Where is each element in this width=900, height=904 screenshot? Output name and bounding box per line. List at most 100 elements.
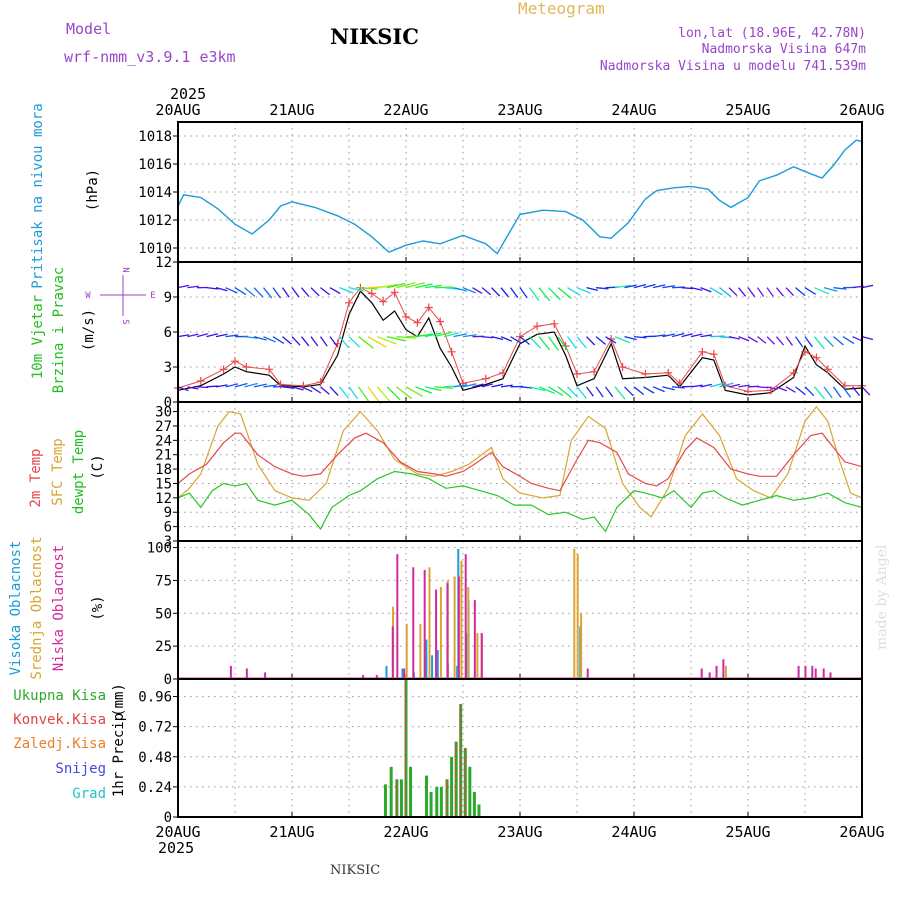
wind-arrow	[644, 387, 655, 393]
wind-arrow	[197, 334, 208, 337]
precip-y-tick-label: 0.96	[138, 690, 172, 706]
wind-arrow	[340, 387, 349, 399]
temperature-y-tick-label: 6	[164, 520, 172, 536]
cloud-bar	[580, 613, 582, 679]
wind-arrow	[482, 288, 491, 295]
wind-arrow	[302, 337, 309, 346]
cloud-bar	[385, 666, 387, 679]
cloud-bar	[722, 659, 724, 679]
year-bottom: 2025	[158, 839, 194, 857]
cloud-bar	[412, 567, 414, 679]
wind-arrow	[511, 288, 518, 298]
wind-arrow	[292, 337, 300, 345]
wind-arrow	[520, 288, 527, 298]
temp-unit: (C)	[90, 454, 106, 479]
cloud-bar	[396, 554, 398, 679]
cloud-bar	[804, 666, 806, 679]
wind-arrow	[796, 288, 806, 296]
precip-total-bar	[450, 757, 453, 817]
compass-east: E	[150, 291, 155, 301]
cloud-bar	[725, 666, 727, 679]
x-tick-bottom-21aug: 21AUG	[269, 823, 314, 841]
pressure-y-tick-label: 1014	[138, 185, 172, 201]
model-label: Model	[66, 20, 111, 38]
temperature-y-tick-label: 21	[155, 448, 172, 464]
wind-arrow	[834, 337, 844, 345]
wind-arrow	[330, 387, 338, 396]
precip-total-bar	[390, 767, 393, 817]
lonlat-label: lon,lat (18.96E, 42.78N)	[678, 26, 866, 41]
wind-arrow	[862, 387, 870, 395]
compass-south: S	[120, 319, 130, 324]
precip-legend-conv: Konvek.Kisa	[13, 712, 106, 728]
wind-arrow	[720, 288, 731, 297]
wind-y-tick-label: 9	[164, 290, 172, 306]
wind-arrow	[786, 288, 794, 296]
wind-arrow	[596, 387, 603, 397]
x-tick-bottom-26aug: 26AUG	[839, 823, 884, 841]
x-tick-bottom-23aug: 23AUG	[497, 823, 542, 841]
cloud-ylabel-3: Niska Oblacnost	[51, 545, 67, 671]
cloud-bar	[429, 567, 431, 679]
wind-arrow	[188, 286, 199, 287]
wind-arrow	[739, 288, 746, 297]
wind-arrow	[349, 387, 358, 399]
cloud-bar	[403, 668, 405, 679]
cloud-bar	[230, 666, 232, 679]
precip-total-bar	[473, 792, 476, 817]
wind-y-tick-label: 3	[164, 360, 172, 376]
cloud-ylabel: Visoka Oblacnost	[8, 541, 24, 676]
wind-ylabel-2: Brzina i Pravac	[51, 267, 67, 393]
wind-arrow	[549, 288, 561, 300]
wind-arrow	[577, 337, 586, 348]
cloud-unit: (%)	[90, 595, 106, 620]
wind-arrow	[349, 337, 360, 347]
precip-y-tick-label: 0.72	[138, 720, 172, 736]
wind-arrow	[796, 337, 803, 347]
panel-precip: 00.240.480.720.96	[138, 679, 862, 826]
gust-marker	[710, 350, 718, 358]
precip-legend-total: Ukupna Kisa	[13, 688, 106, 704]
gust-marker	[698, 348, 706, 356]
temp-ylabel: 2m Temp	[28, 448, 44, 507]
wind-arrow	[596, 337, 606, 345]
wind-arrow	[824, 337, 834, 347]
wind-arrow	[178, 335, 189, 337]
clouds-y-tick-label: 100	[147, 541, 172, 557]
cloud-bar	[435, 590, 437, 679]
elevation-label: Nadmorska Visina 647m	[702, 42, 867, 57]
cloud-bar	[392, 626, 394, 679]
product-title: Meteogram	[518, 0, 605, 18]
cloud-bar	[798, 666, 800, 679]
wind-arrow	[758, 288, 764, 297]
wind-arrow	[805, 337, 812, 347]
wind-arrow	[587, 387, 594, 396]
x-tick-bottom-25aug: 25AUG	[725, 823, 770, 841]
precip-unit: (mm)	[111, 683, 127, 717]
temperature-y-tick-label: 18	[155, 462, 172, 478]
pressure-y-tick-label: 1012	[138, 213, 172, 229]
temp-ylabel-3: dewpt Temp	[71, 430, 87, 514]
temp-ylabel-2: SFC Temp	[50, 438, 66, 505]
cloud-bar	[246, 668, 248, 679]
wind-arrow	[273, 288, 280, 298]
2m-temp-line	[178, 433, 862, 491]
x-tick-top-22aug: 22AUG	[383, 101, 428, 119]
x-tick-top-24aug: 24AUG	[611, 101, 656, 119]
wind-arrow	[321, 288, 330, 295]
x-tick-top-21aug: 21AUG	[269, 101, 314, 119]
wind-arrow	[843, 337, 854, 344]
cloud-bar	[815, 668, 817, 679]
model-elevation-label: Nadmorska Visina u modelu 741.539m	[600, 59, 866, 74]
wind-arrow	[568, 337, 577, 349]
wind-arrow	[359, 387, 370, 403]
precip-legend-graupel: Grad	[72, 786, 106, 802]
gust-marker	[242, 363, 250, 371]
wind-arrow	[805, 387, 814, 396]
wind-arrow	[739, 337, 749, 341]
clouds-y-tick-label: 25	[155, 639, 172, 655]
